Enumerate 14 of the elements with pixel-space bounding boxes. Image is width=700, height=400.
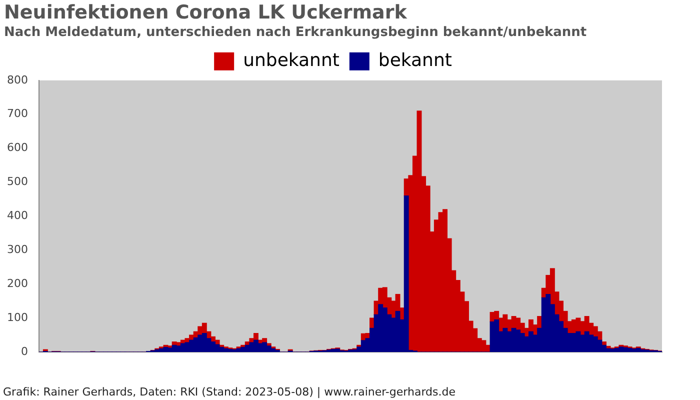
y-tick-label: 800 bbox=[6, 73, 28, 86]
text: Grafik: Rainer Gerhards, Daten: RKI (Stand: 2023-05-08) | www.rainer-gerhards.de bbox=[3, 385, 456, 398]
y-tick-label: 100 bbox=[6, 310, 28, 324]
legend-label: unbekannt bbox=[243, 50, 340, 72]
y-tick-label: 0 bbox=[20, 344, 28, 358]
y-tick-label: 300 bbox=[6, 243, 28, 256]
y-tick-label: 600 bbox=[6, 141, 28, 154]
y-tick-label: 400 bbox=[6, 209, 28, 222]
legend-label: bekannt bbox=[378, 50, 452, 72]
y-tick-label: 700 bbox=[6, 107, 28, 120]
y-tick-label: 500 bbox=[6, 175, 28, 188]
y-tick-label: 200 bbox=[6, 276, 28, 290]
chart-subtitle: Nach Meldedatum, unterschieden nach Erkrankungsbeginn bekannt/unbekannt bbox=[4, 24, 587, 40]
chart-title: Neuinfektionen Corona LK Uckermark bbox=[4, 1, 408, 24]
